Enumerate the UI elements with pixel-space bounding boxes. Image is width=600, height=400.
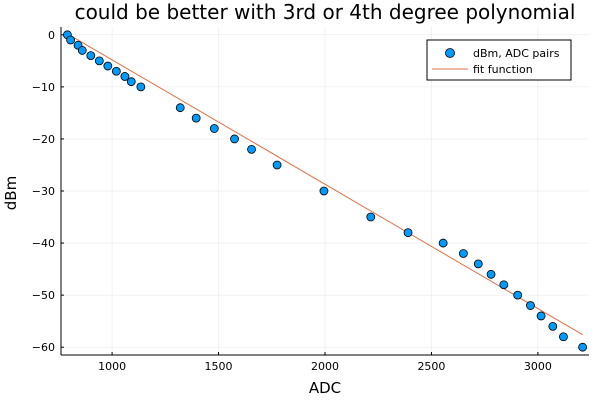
data-point: [136, 82, 146, 92]
x-tick-label: 3000: [524, 360, 552, 373]
data-point: [120, 72, 130, 81]
data-point: [126, 77, 136, 87]
y-tick-label: −30: [32, 185, 55, 198]
data-point: [111, 66, 121, 76]
legend: dBm, ADC pairs fit function: [426, 39, 572, 81]
x-tick-label: 1500: [205, 360, 233, 373]
data-point: [578, 342, 588, 352]
x-tick-label: 1000: [98, 360, 126, 373]
points-layer: [62, 30, 588, 352]
y-tick-label: −20: [32, 133, 55, 146]
y-tick-label: −40: [32, 237, 55, 250]
chart-title: could be better with 3rd or 4th degree p…: [75, 0, 576, 24]
data-point: [486, 269, 496, 279]
y-tick-label: 0: [48, 29, 55, 42]
data-point: [366, 212, 376, 222]
data-point: [272, 160, 282, 170]
data-point: [458, 249, 468, 258]
data-point: [499, 280, 509, 290]
data-point: [66, 35, 75, 45]
data-point: [438, 238, 448, 248]
data-point: [247, 144, 256, 154]
data-point: [536, 311, 546, 321]
data-point: [77, 46, 87, 55]
data-point: [559, 332, 568, 342]
legend-box: [426, 39, 572, 81]
fit-line: [67, 33, 583, 336]
data-point: [209, 124, 219, 133]
y-axis-title: dBm: [2, 176, 20, 210]
data-point: [103, 61, 113, 71]
data-point: [191, 113, 201, 123]
data-point: [175, 103, 185, 113]
data-point: [94, 56, 104, 66]
legend-label-points: dBm, ADC pairs: [473, 47, 560, 60]
ticks: 1000 1500 2000 2500 3000 0 −10 −20 −30 −40 −50 −60: [32, 29, 552, 373]
data-point: [513, 290, 523, 300]
data-point: [230, 134, 239, 144]
data-point: [403, 228, 413, 238]
data-point: [319, 186, 329, 196]
y-tick-label: −50: [32, 289, 55, 302]
fit-layer: [67, 33, 583, 336]
x-tick-label: 2000: [311, 360, 339, 373]
data-point: [548, 321, 558, 331]
data-point: [526, 301, 535, 310]
y-tick-label: −60: [32, 341, 55, 354]
y-tick-label: −10: [32, 81, 55, 94]
legend-marker-points: [445, 48, 455, 58]
x-axis-title: ADC: [309, 379, 341, 397]
legend-label-fit: fit function: [473, 63, 533, 76]
data-point: [86, 51, 96, 61]
data-point: [473, 259, 483, 269]
x-tick-label: 2500: [417, 360, 445, 373]
